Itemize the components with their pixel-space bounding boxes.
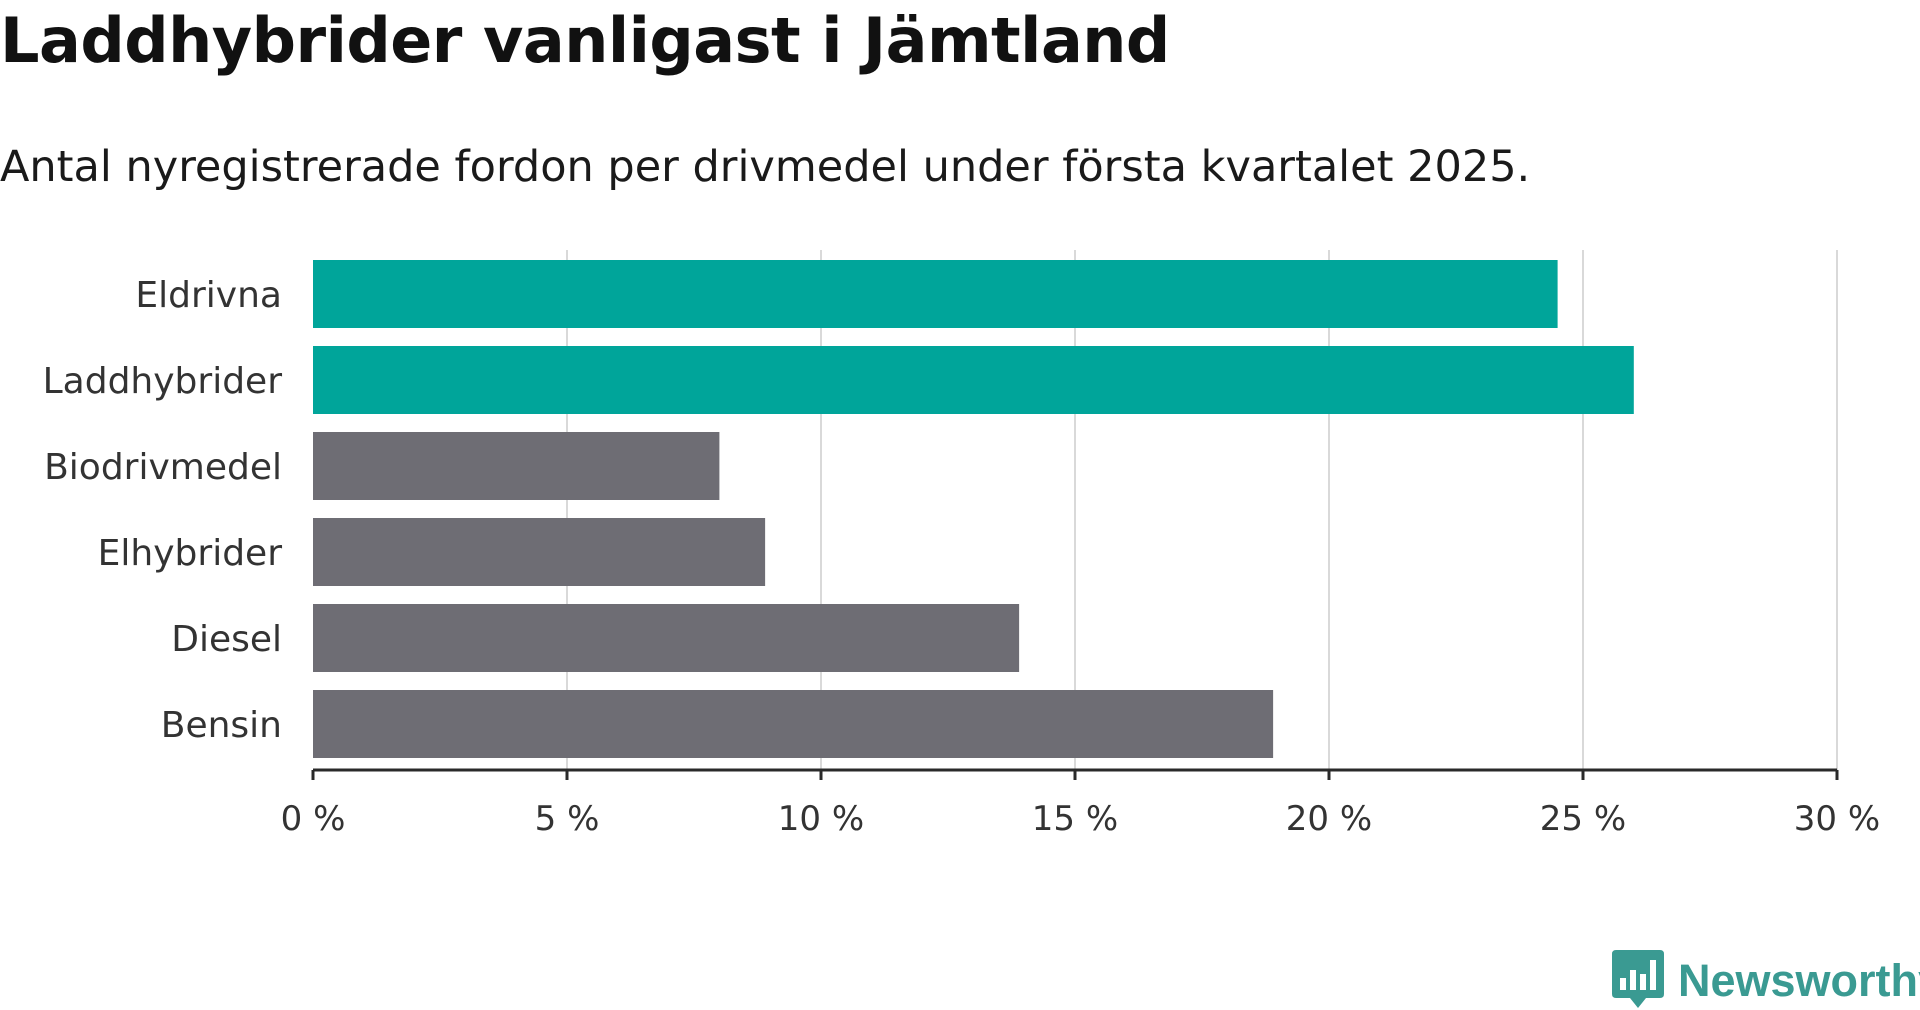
x-tick-label: 10 %	[778, 799, 864, 839]
chart-subtitle: Antal nyregistrerade fordon per drivmede…	[0, 142, 1531, 192]
x-tick-label: 30 %	[1794, 799, 1880, 839]
x-tick-label: 15 %	[1032, 799, 1118, 839]
brand-logo: Newsworthy	[1612, 950, 1920, 1010]
bar-chart: Eldrivna Laddhybrider Biodrivmedel Elhybrid…	[43, 250, 1880, 839]
x-tick-label: 0 %	[281, 799, 346, 839]
category-label: Bensin	[161, 705, 282, 746]
bar-biodrivmedel	[313, 432, 720, 500]
category-label: Diesel	[171, 619, 282, 660]
bar-laddhybrider	[313, 346, 1634, 414]
category-label: Elhybrider	[98, 533, 283, 574]
category-label: Biodrivmedel	[44, 447, 282, 488]
x-tick-label: 25 %	[1540, 799, 1626, 839]
bar-diesel	[313, 604, 1020, 672]
category-label: Laddhybrider	[43, 361, 283, 402]
bar-eldrivna	[313, 260, 1558, 328]
x-tick-label: 20 %	[1286, 799, 1372, 839]
category-label: Eldrivna	[135, 275, 282, 316]
bar-bensin	[313, 690, 1274, 758]
x-tick-label: 5 %	[535, 799, 600, 839]
brand-name: Newsworthy	[1678, 954, 1920, 1006]
bar-elhybrider	[313, 518, 766, 586]
chart-title: Laddhybrider vanligast i Jämtland	[0, 4, 1170, 77]
newsworthy-logo-icon	[1612, 950, 1664, 1008]
